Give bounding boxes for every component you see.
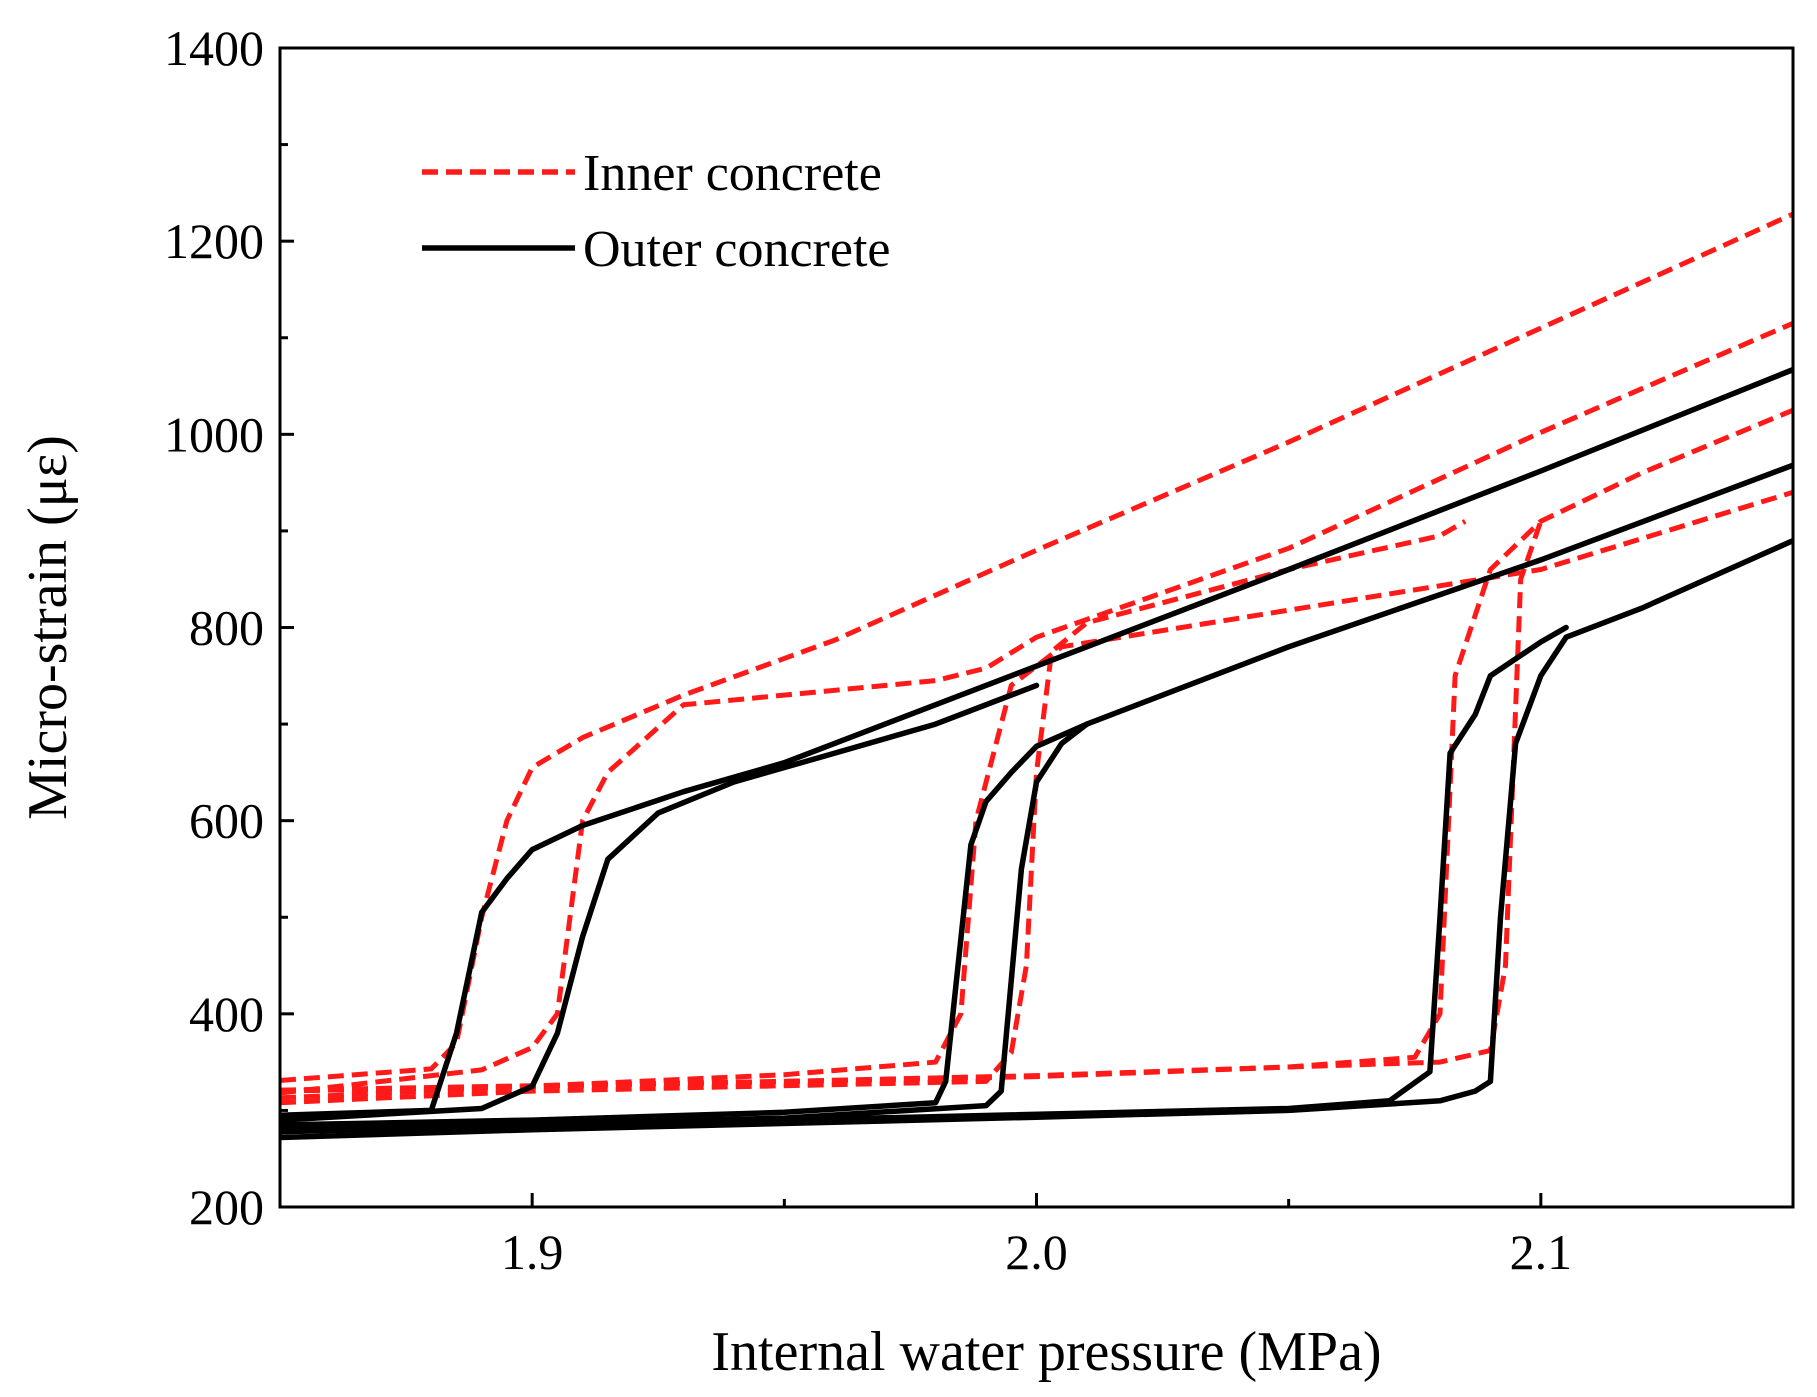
series-outer-curve-11 [280,624,1569,1135]
x-tick-label-2.1: 2.1 [1510,1224,1573,1280]
series-inner-curve-1 [280,211,1793,1083]
x-axis-title: Internal water pressure (MPa) [711,1321,1381,1383]
series-inner-curve-6 [280,520,1544,1093]
series-outer-curve-12 [280,537,1793,1141]
y-tick-label-600: 600 [189,793,264,849]
y-tick-label-200: 200 [189,1179,264,1235]
series-outer-curve-7 [280,366,1793,1118]
series-inner-curve-4 [280,519,1467,1106]
y-tick-label-800: 800 [189,600,264,656]
series-inner-curve-3 [280,489,1793,1101]
series-inner-curve-5 [280,407,1793,1094]
legend-label-inner-concrete: Inner concrete [583,145,882,202]
x-tick-label-2.0: 2.0 [1005,1224,1068,1280]
y-tick-label-1200: 1200 [164,213,264,269]
series-outer-curve-8 [280,682,1040,1123]
y-tick-label-1400: 1400 [164,20,264,76]
x-tick-label-1.9: 1.9 [501,1224,564,1280]
y-tick-label-1000: 1000 [164,406,264,462]
legend-label-outer-concrete: Outer concrete [583,221,890,278]
series-outer-curve-10 [280,721,1090,1133]
series-inner-curve-2 [280,321,1793,1096]
ticks-layer: 1.9 2.0 2.1 200 400 600 800 1000 1200 1400 [164,20,1572,1280]
y-tick-label-400: 400 [189,986,264,1042]
legend: Inner concrete Outer concrete [422,145,890,278]
series-outer-curve-9 [280,462,1793,1128]
y-axis-title: Micro-strain (με) [17,435,79,820]
series-layer [280,211,1793,1141]
